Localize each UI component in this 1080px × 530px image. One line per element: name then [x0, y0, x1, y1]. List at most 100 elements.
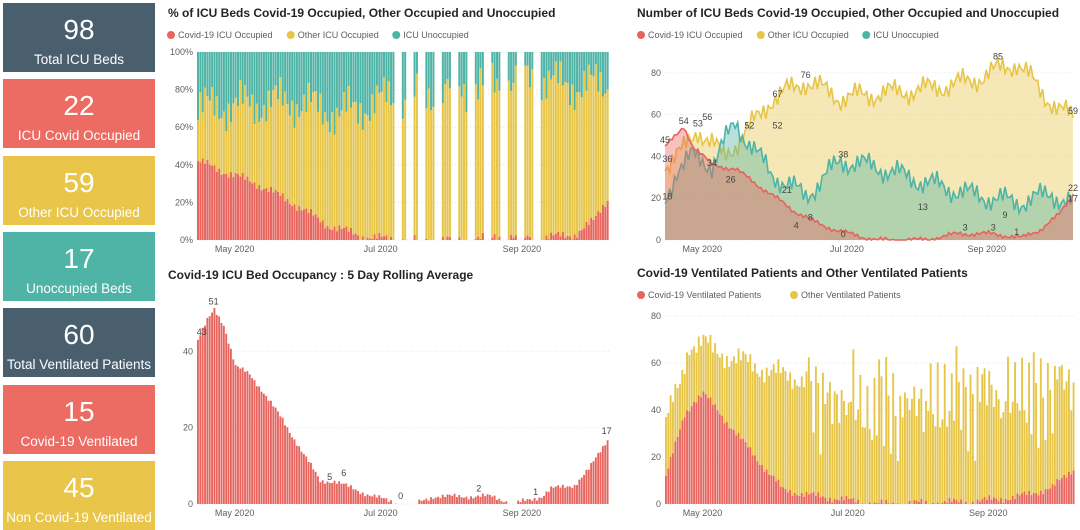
kpi-label: Total Ventilated Patients — [3, 357, 155, 373]
bar-other — [550, 80, 552, 233]
rolling-bar — [336, 484, 338, 504]
bar-other — [458, 86, 460, 237]
bar-covid — [374, 234, 376, 240]
vent-bar-covid — [998, 501, 1000, 504]
x-tick-label: Jul 2020 — [364, 508, 398, 518]
rolling-bar — [475, 497, 477, 504]
bar-covid — [425, 239, 427, 240]
vent-bar-covid — [695, 402, 697, 504]
kpi-label: Unoccupied Beds — [3, 281, 155, 297]
vent-bar-other — [897, 461, 899, 503]
bar-unoccupied — [268, 52, 270, 91]
rolling-bar — [437, 497, 439, 504]
vent-bar-other — [991, 385, 993, 500]
bar-unoccupied — [597, 52, 599, 92]
bar-other — [230, 122, 232, 172]
bar-unoccupied — [294, 52, 296, 128]
legend-label: Other Ventilated Patients — [801, 290, 901, 300]
vent-bar-other — [705, 336, 707, 394]
data-label: 52 — [744, 120, 754, 130]
rolling-bar — [305, 456, 307, 504]
bar-unoccupied — [482, 52, 484, 85]
bar-unoccupied — [583, 52, 585, 71]
data-label: 2 — [476, 483, 481, 493]
vent-bar-covid — [944, 501, 946, 504]
vent-bar-covid — [874, 502, 876, 504]
vent-bar-other — [995, 390, 997, 499]
bar-unoccupied — [216, 52, 218, 96]
bar-covid — [331, 230, 333, 240]
legend-label: Other ICU Occupied — [768, 30, 849, 40]
vent-bar-other — [824, 404, 826, 498]
vent-bar-other — [911, 399, 913, 504]
vent-bar-other — [866, 386, 868, 504]
data-label: 3 — [963, 223, 968, 233]
bar-other — [560, 61, 562, 236]
bar-unoccupied — [197, 52, 199, 120]
bar-unoccupied — [258, 52, 260, 122]
bar-unoccupied — [430, 52, 432, 110]
bar-unoccupied — [555, 52, 557, 61]
rolling-bar — [223, 326, 225, 504]
bar-other — [404, 100, 406, 240]
bar-covid — [286, 199, 288, 240]
vent-bar-covid — [1061, 478, 1063, 504]
bar-other — [246, 97, 248, 177]
bar-other — [350, 108, 352, 228]
vent-bar-covid — [953, 499, 955, 504]
vent-bar-covid — [702, 391, 704, 504]
rolling-bar — [430, 497, 432, 504]
bar-other — [374, 113, 376, 234]
vent-bar-covid — [733, 430, 735, 504]
bar-unoccupied — [463, 52, 465, 84]
vent-bar-covid — [1023, 492, 1025, 504]
vent-bar-covid — [782, 487, 784, 504]
bar-other — [508, 81, 510, 240]
vent-bar-other — [667, 413, 669, 469]
vent-bar-other — [1023, 410, 1025, 491]
vent-bar-other — [674, 384, 676, 441]
bar-unoccupied — [571, 52, 573, 84]
vent-bar-other — [770, 370, 772, 476]
bar-other — [369, 121, 371, 239]
vent-bar-other — [948, 411, 950, 498]
rolling-bar — [543, 496, 545, 504]
data-label: 34 — [707, 158, 717, 168]
bar-covid — [336, 231, 338, 240]
vent-bar-other — [1016, 403, 1018, 493]
bar-unoccupied — [541, 52, 543, 100]
bar-covid — [254, 183, 256, 240]
vent-bar-covid — [759, 465, 761, 504]
vent-bar-other — [1045, 440, 1047, 489]
rolling-bar — [463, 498, 465, 504]
bar-unoccupied — [560, 52, 562, 61]
bar-unoccupied — [383, 52, 385, 77]
bar-covid — [560, 237, 562, 240]
vent-bar-covid — [986, 500, 988, 504]
bar-covid — [249, 181, 251, 240]
vent-bar-other — [759, 377, 761, 465]
bar-other — [298, 117, 300, 206]
bar-covid — [348, 232, 350, 240]
data-label: 85 — [993, 51, 1003, 61]
bar-other — [390, 105, 392, 237]
rolling-bar — [258, 387, 260, 504]
vent-bar-covid — [878, 503, 880, 504]
bar-unoccupied — [512, 52, 514, 83]
rolling-bar — [275, 408, 277, 504]
vent-bar-covid — [824, 498, 826, 504]
rolling-bar — [602, 446, 604, 504]
vent-bar-covid — [841, 496, 843, 504]
rolling-bar — [216, 315, 218, 504]
bar-other — [272, 90, 274, 192]
vent-bar-covid — [745, 442, 747, 504]
bar-covid — [571, 239, 573, 240]
bar-covid — [595, 216, 597, 240]
bar-covid — [284, 201, 286, 240]
x-tick-label: Sep 2020 — [967, 244, 1006, 254]
vent-bar-covid — [728, 428, 730, 504]
bar-covid — [545, 236, 547, 240]
bar-covid — [604, 207, 606, 240]
bar-other — [425, 108, 427, 239]
